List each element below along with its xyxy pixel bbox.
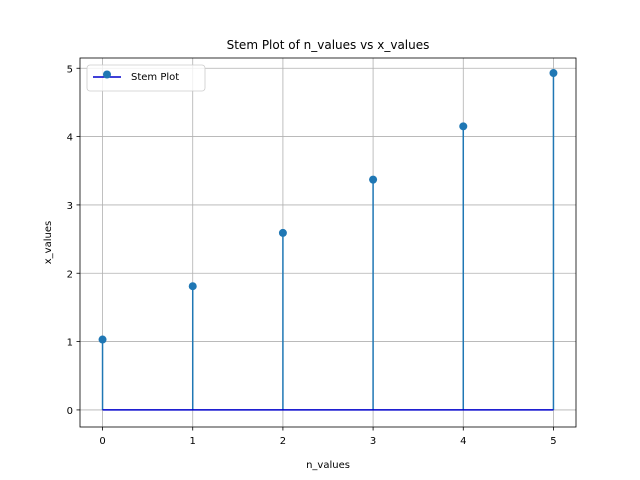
x-tick-label: 5 (550, 436, 556, 447)
y-tick-label: 0 (67, 406, 73, 417)
stem-marker (98, 335, 107, 344)
y-tick-label: 3 (67, 201, 73, 212)
x-axis-label: n_values (306, 460, 350, 471)
legend: Stem Plot (86, 64, 206, 92)
x-tick-label: 2 (280, 436, 286, 447)
legend-label: Stem Plot (131, 72, 179, 83)
y-tick-label: 1 (67, 338, 73, 349)
plot-marks (98, 69, 558, 411)
legend-frame (86, 64, 206, 92)
stem-marker (369, 175, 378, 184)
stem-marker (459, 122, 468, 131)
stem-marker (549, 69, 558, 78)
y-tick-label: 5 (67, 64, 73, 75)
stem-marker (278, 228, 287, 237)
y-tick-label: 4 (67, 133, 73, 144)
y-tick-label: 2 (67, 269, 73, 280)
stem-marker (188, 282, 197, 291)
x-tick-label: 3 (370, 436, 376, 447)
axis-ticks: 0 1 2 3 4 5 0 1 2 3 4 5 (67, 64, 557, 447)
legend-marker-swatch (103, 70, 111, 79)
x-tick-label: 4 (460, 436, 466, 447)
x-tick-label: 0 (99, 436, 105, 447)
chart-title: Stem Plot of n_values vs x_values (227, 38, 430, 52)
y-axis-label: x_values (43, 221, 54, 264)
x-tick-label: 1 (190, 436, 196, 447)
plot-frame (79, 57, 577, 428)
